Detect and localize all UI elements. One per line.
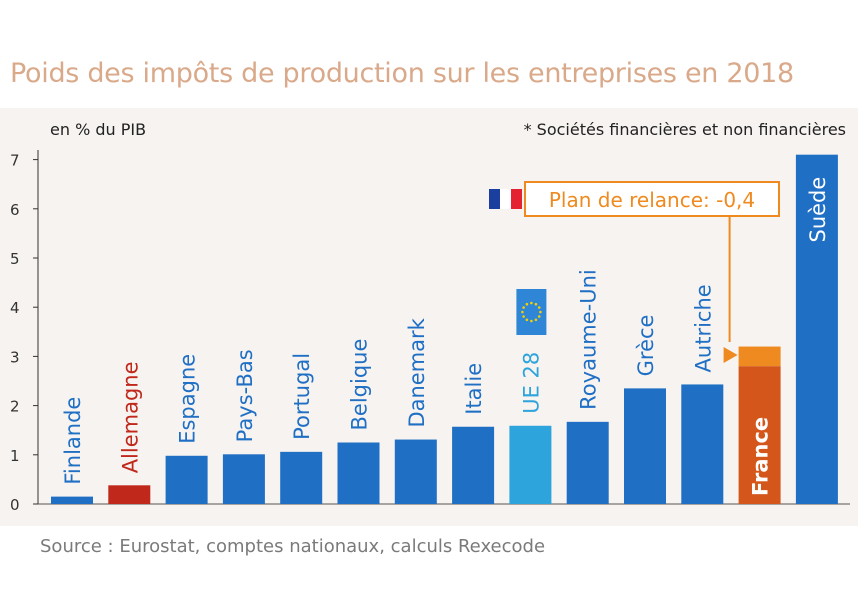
- bar-danemark: [394, 439, 437, 504]
- bar-label-su-de: Suède: [806, 177, 830, 243]
- bar-autriche: [681, 384, 724, 504]
- y-tick-label: 1: [10, 447, 20, 465]
- bar-portugal: [280, 451, 323, 504]
- chart-title: Poids des impôts de production sur les e…: [10, 58, 794, 89]
- y-tick-label: 7: [10, 152, 20, 170]
- flag-eu-star: [537, 315, 541, 318]
- flag-france-blue: [489, 189, 500, 209]
- bar-label-belgique: Belgique: [348, 339, 372, 431]
- flag-eu-star: [534, 302, 538, 306]
- bar-france: [738, 366, 781, 504]
- flag-eu-star: [522, 306, 525, 309]
- bar-su-de: [795, 154, 838, 504]
- y-tick-label: 6: [10, 201, 20, 219]
- flag-eu-star: [530, 301, 533, 305]
- y-tick-label: 5: [10, 250, 20, 268]
- flag-france-icon: [489, 189, 522, 209]
- flag-france-red: [511, 189, 522, 209]
- flag-eu-star: [525, 318, 529, 322]
- bar-gr-ce: [624, 388, 666, 504]
- bar-label-pays-bas: Pays-Bas: [233, 349, 257, 442]
- source-note: Source : Eurostat, comptes nationaux, ca…: [40, 536, 546, 557]
- bar-label-gr-ce: Grèce: [634, 315, 658, 377]
- flag-eu-field: [516, 289, 547, 335]
- y-tick-label: 4: [10, 299, 20, 317]
- y-tick-label: 0: [10, 496, 20, 514]
- bar-ue-28: [509, 425, 552, 504]
- bar-label-danemark: Danemark: [405, 317, 429, 427]
- y-tick-label: 2: [10, 398, 20, 416]
- bar-pays-bas: [222, 454, 265, 504]
- flag-france-white: [500, 189, 511, 209]
- relance-arrowhead: [723, 347, 738, 363]
- flag-eu-star: [521, 310, 524, 314]
- flag-eu-icon: [516, 289, 547, 335]
- bar-label-royaume-uni: Royaume-Uni: [577, 269, 601, 410]
- flag-eu-star: [525, 302, 529, 306]
- bar-belgique: [337, 442, 380, 504]
- bar-label-finlande: Finlande: [61, 397, 85, 485]
- flag-eu-star: [539, 310, 542, 314]
- bar-espagne: [165, 455, 208, 504]
- relance-callout-box: [524, 181, 780, 217]
- bar-label-espagne: Espagne: [176, 354, 200, 444]
- bar-label-portugal: Portugal: [290, 353, 314, 440]
- flag-eu-star: [522, 315, 525, 318]
- bar-italie: [452, 426, 495, 504]
- y-axis-label: en % du PIB: [50, 120, 146, 139]
- bar-allemagne: [108, 485, 151, 504]
- bar-finlande: [51, 496, 93, 504]
- bar-label-france: France: [749, 417, 773, 496]
- flag-eu-star: [537, 306, 541, 309]
- flag-eu-star: [534, 318, 538, 322]
- bar-relance-segment: [738, 346, 781, 367]
- bar-label-allemagne: Allemagne: [118, 361, 142, 473]
- bar-label-ue-28: UE 28: [519, 352, 543, 414]
- bar-label-italie: Italie: [462, 363, 486, 415]
- bar-royaume-uni: [566, 421, 609, 504]
- bar-label-autriche: Autriche: [691, 284, 715, 372]
- flag-eu-star: [530, 319, 533, 323]
- relance-callout-label: Plan de relance: -0,4: [549, 188, 755, 212]
- y-tick-label: 3: [10, 348, 20, 366]
- chart-note: * Sociétés financières et non financière…: [524, 120, 846, 139]
